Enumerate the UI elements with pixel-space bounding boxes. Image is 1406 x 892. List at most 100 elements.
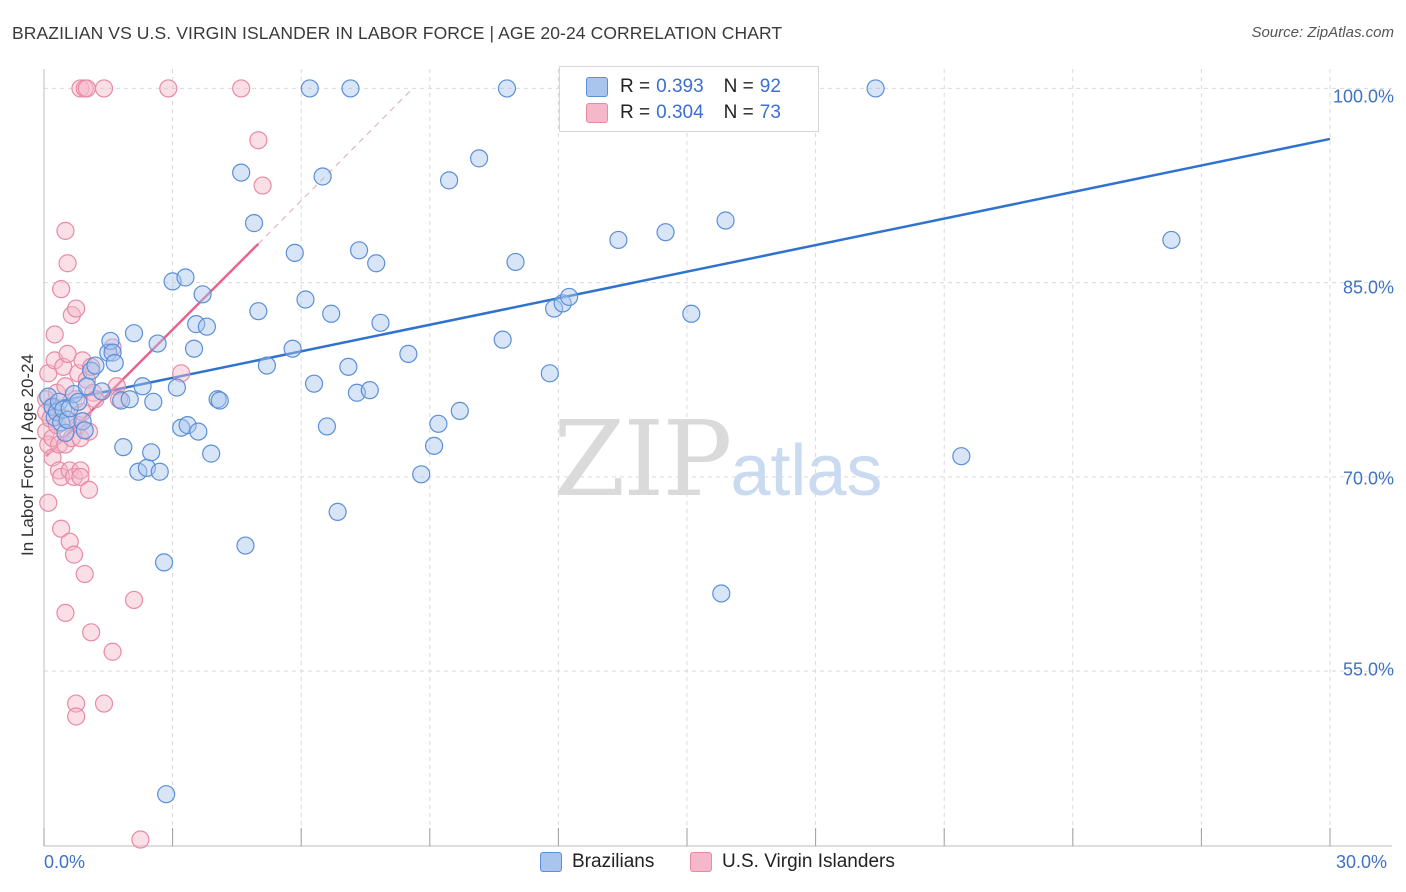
series-brazilians — [39, 79, 1181, 804]
data-point-brazilians — [553, 294, 572, 313]
data-point-brazilians — [341, 79, 360, 98]
data-point-brazilians — [469, 149, 489, 168]
y-tick-85: 85.0% — [1342, 277, 1394, 298]
data-point-brazilians — [129, 462, 148, 481]
data-point-brazilians — [545, 299, 564, 318]
trend-extension-virgin-islanders — [257, 88, 414, 245]
data-point-virgin-islanders — [103, 642, 122, 661]
data-point-brazilians — [952, 447, 971, 466]
data-point-virgin-islanders — [124, 590, 144, 610]
data-point-brazilians — [210, 391, 229, 410]
bottom-swatch-pink — [690, 852, 712, 872]
legend-r-label: R = — [620, 76, 651, 97]
data-point-brazilians — [656, 223, 675, 242]
grid — [44, 69, 1392, 846]
data-point-brazilians — [367, 254, 386, 273]
source-label: Source: ZipAtlas.com — [1251, 24, 1394, 41]
legend-swatch-blue — [586, 77, 608, 97]
data-point-brazilians — [105, 353, 124, 373]
data-point-brazilians — [296, 290, 315, 309]
data-point-brazilians — [712, 584, 731, 603]
data-point-virgin-islanders — [77, 79, 96, 98]
data-point-brazilians — [560, 287, 579, 307]
data-point-virgin-islanders — [58, 344, 77, 363]
watermark-zip: ZIP — [553, 398, 732, 520]
data-point-brazilians — [493, 330, 512, 349]
data-point-virgin-islanders — [75, 564, 94, 584]
data-point-brazilians — [609, 230, 628, 250]
watermark-atlas: atlas — [730, 431, 883, 511]
data-point-brazilians — [412, 465, 431, 484]
data-point-brazilians — [1162, 230, 1181, 250]
data-point-virgin-islanders — [249, 131, 268, 150]
data-point-brazilians — [54, 400, 73, 419]
bottom-legend-brazilians: Brazilians — [540, 851, 654, 873]
data-point-virgin-islanders — [82, 623, 101, 642]
data-point-brazilians — [101, 331, 120, 351]
x-tick-0: 0.0% — [44, 852, 86, 872]
data-point-virgin-islanders — [39, 493, 58, 512]
data-point-brazilians — [317, 417, 337, 436]
legend-r-label: R = — [620, 102, 651, 123]
data-point-brazilians — [236, 536, 255, 555]
data-point-brazilians — [339, 357, 358, 376]
legend-row-brazilians: R = 0.393 N = 92 — [586, 76, 781, 98]
y-tick-55: 55.0% — [1342, 659, 1394, 680]
data-point-virgin-islanders — [67, 707, 86, 726]
data-point-brazilians — [349, 241, 369, 260]
data-point-brazilians — [497, 79, 517, 98]
y-tick-100: 100.0% — [1332, 86, 1394, 107]
legend-n-value: 92 — [759, 76, 781, 97]
data-point-brazilians — [99, 343, 118, 362]
data-point-brazilians — [86, 356, 105, 375]
legend: R = 0.393 N = 92 R = 0.304 N = 73 — [559, 66, 819, 132]
data-point-brazilians — [439, 171, 459, 190]
data-point-virgin-islanders — [71, 467, 90, 487]
bottom-legend-virgin: U.S. Virgin Islanders — [690, 851, 895, 873]
data-point-brazilians — [283, 339, 302, 358]
data-point-brazilians — [322, 304, 341, 323]
series-virgin-islanders — [37, 79, 272, 849]
data-point-virgin-islanders — [172, 364, 191, 383]
data-point-brazilians — [144, 392, 163, 411]
data-point-brazilians — [154, 553, 174, 572]
data-point-virgin-islanders — [52, 519, 71, 538]
legend-n-value: 73 — [759, 102, 781, 123]
data-point-brazilians — [285, 243, 304, 262]
legend-r-value: 0.304 — [656, 102, 704, 123]
data-point-virgin-islanders — [94, 79, 114, 98]
data-point-brazilians — [157, 785, 176, 804]
data-point-brazilians — [328, 502, 347, 521]
data-point-virgin-islanders — [71, 461, 90, 480]
data-point-brazilians — [39, 387, 58, 406]
data-point-brazilians — [244, 214, 264, 233]
data-point-brazilians — [202, 444, 221, 463]
data-point-virgin-islanders — [56, 603, 75, 623]
data-point-brazilians — [184, 339, 204, 358]
data-point-brazilians — [304, 374, 324, 393]
data-point-brazilians — [133, 377, 152, 396]
data-point-brazilians — [371, 313, 390, 332]
data-point-virgin-islanders — [253, 176, 272, 195]
data-point-brazilians — [176, 268, 195, 287]
data-point-brazilians — [313, 167, 332, 186]
data-point-brazilians — [92, 382, 111, 401]
trend-line-brazilians — [43, 137, 1331, 406]
y-tick-70: 70.0% — [1342, 468, 1394, 489]
data-point-virgin-islanders — [64, 467, 84, 487]
data-point-brazilians — [148, 334, 167, 353]
data-point-brazilians — [124, 324, 144, 343]
legend-r-value: 0.393 — [656, 76, 704, 97]
data-point-brazilians — [716, 211, 735, 230]
data-point-virgin-islanders — [232, 79, 251, 98]
data-point-virgin-islanders — [79, 480, 99, 499]
bottom-swatch-blue — [540, 852, 562, 872]
data-point-brazilians — [167, 378, 186, 397]
data-point-brazilians — [429, 414, 448, 433]
data-point-virgin-islanders — [131, 830, 150, 849]
data-point-brazilians — [178, 416, 197, 435]
data-point-brazilians — [506, 252, 525, 272]
data-point-brazilians — [58, 410, 77, 430]
data-point-virgin-islanders — [67, 299, 86, 318]
